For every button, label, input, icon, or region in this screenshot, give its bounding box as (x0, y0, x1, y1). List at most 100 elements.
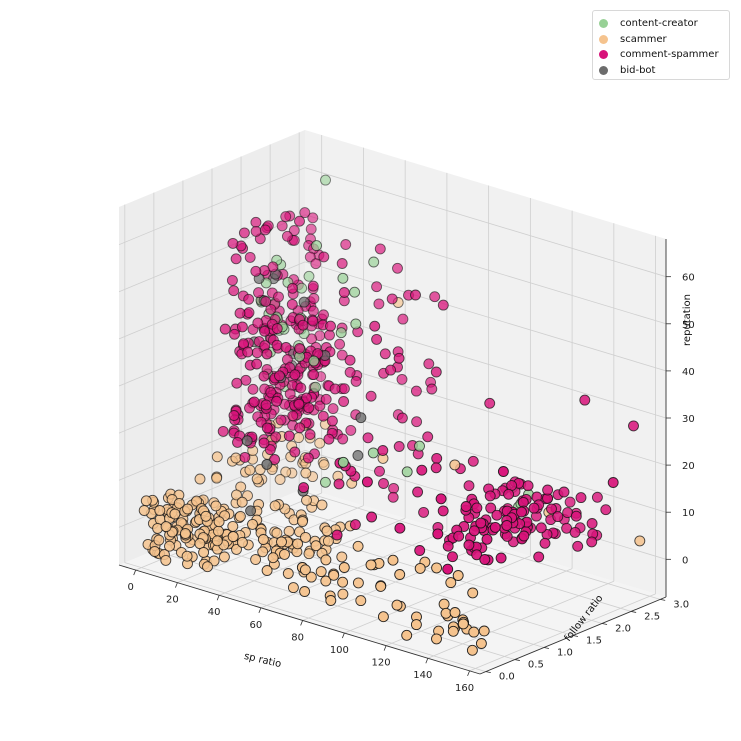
point-comment-spammer (271, 395, 283, 407)
point-comment-spammer (219, 323, 231, 335)
z-grid-back (304, 214, 667, 325)
z-tick-label: 40 (682, 367, 695, 378)
point-comment-spammer (227, 237, 239, 249)
z-grid-back (304, 308, 667, 419)
y-tick-mark (543, 647, 550, 649)
point-scammer (160, 554, 172, 566)
z-grid-back (304, 355, 667, 466)
point-scammer (401, 629, 413, 641)
point-comment-spammer (243, 307, 255, 319)
point-scammer (250, 554, 262, 565)
point-comment-spammer (416, 464, 428, 476)
x-tick-mark (467, 670, 470, 676)
point-scammer (634, 535, 646, 547)
point-content-creator (337, 456, 349, 468)
point-scammer (431, 562, 443, 574)
point-scammer (468, 626, 480, 638)
point-scammer (287, 582, 299, 594)
point-scammer (301, 494, 312, 506)
z-grid-back (304, 402, 667, 513)
y-tick-label: 2.0 (615, 623, 631, 634)
point-comment-spammer (303, 402, 315, 414)
point-comment-spammer (463, 539, 475, 551)
point-comment-spammer (265, 386, 277, 398)
point-comment-spammer (396, 373, 408, 385)
point-comment-spammer (379, 348, 391, 360)
point-comment-spammer (533, 551, 545, 563)
point-scammer (387, 554, 399, 566)
point-comment-spammer (586, 518, 598, 529)
x-tick-mark (383, 645, 387, 651)
point-comment-spammer (287, 282, 298, 294)
point-comment-spammer (535, 522, 547, 534)
point-scammer (299, 586, 311, 597)
point-comment-spammer (362, 432, 374, 444)
point-comment-spammer (479, 554, 491, 565)
point-comment-spammer (422, 431, 434, 443)
point-comment-spammer (258, 370, 270, 382)
point-scammer (475, 638, 487, 649)
point-comment-spammer (251, 347, 263, 359)
point-comment-spammer (410, 385, 422, 397)
point-comment-spammer (284, 388, 296, 400)
x-tick-mark (341, 632, 345, 639)
point-comment-spammer (247, 383, 259, 395)
x-tick-mark (300, 620, 304, 626)
point-scammer (149, 546, 161, 557)
point-comment-spammer (217, 425, 229, 437)
point-comment-spammer (317, 410, 329, 422)
point-scammer (355, 595, 367, 607)
point-content-creator (349, 286, 361, 298)
point-scammer (247, 518, 258, 530)
point-comment-spammer (229, 328, 240, 340)
point-scammer (269, 500, 281, 512)
point-scammer (449, 607, 461, 618)
x-tick-mark (175, 582, 178, 588)
point-comment-spammer (539, 537, 551, 549)
point-scammer (410, 619, 422, 631)
legend-label: bid-bot (620, 64, 656, 76)
point-comment-spammer (518, 530, 530, 542)
point-comment-spammer (371, 333, 383, 345)
point-scammer (218, 551, 230, 563)
point-scammer (164, 540, 175, 552)
point-comment-spammer (320, 393, 332, 405)
point-comment-spammer (429, 291, 441, 303)
point-comment-spammer (273, 291, 284, 303)
point-comment-spammer (628, 420, 639, 432)
legend-label: scammer (620, 33, 667, 45)
x-tick-mark (216, 595, 220, 601)
point-comment-spammer (308, 293, 320, 304)
point-scammer (293, 432, 305, 444)
legend-label: comment-spammer (620, 49, 719, 61)
legend-marker (599, 34, 608, 44)
point-comment-spammer (542, 484, 554, 496)
point-comment-spammer (552, 511, 564, 523)
point-comment-spammer (484, 490, 496, 502)
point-comment-spammer (586, 536, 598, 548)
point-comment-spammer (243, 293, 255, 305)
point-comment-spammer (271, 339, 283, 351)
z-grid-back (304, 167, 667, 278)
point-comment-spammer (280, 341, 292, 353)
y-tick-label: 2.5 (644, 611, 660, 622)
point-comment-spammer (471, 549, 483, 561)
x-tick-label: 60 (250, 620, 263, 631)
point-scammer (202, 561, 213, 573)
point-comment-spammer (258, 437, 270, 449)
point-scammer (318, 459, 330, 471)
point-scammer (452, 570, 464, 581)
z-tick-label: 60 (682, 273, 695, 284)
point-comment-spammer (307, 280, 319, 292)
point-scammer (211, 451, 223, 463)
legend-entry: bid-bot (599, 63, 723, 79)
point-content-creator (320, 174, 331, 186)
point-comment-spammer (336, 258, 348, 269)
point-scammer (230, 452, 242, 464)
point-scammer (213, 516, 225, 528)
z-grid-left (118, 167, 306, 246)
point-content-creator (337, 272, 349, 284)
point-comment-spammer (326, 415, 338, 427)
y-grid-floor (153, 550, 515, 660)
point-comment-spammer (575, 492, 587, 504)
